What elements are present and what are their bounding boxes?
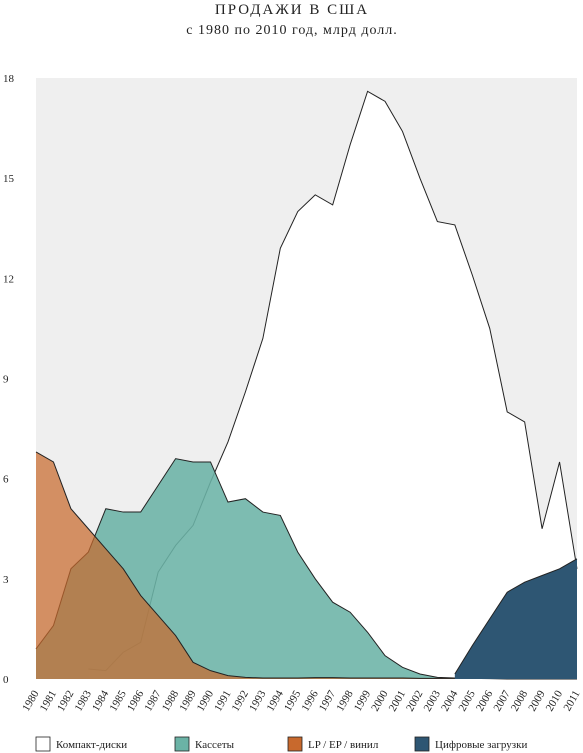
y-tick-label: 15: [3, 173, 15, 185]
x-tick-label: 1984: [90, 688, 112, 713]
x-tick-label: 2001: [387, 689, 408, 714]
x-tick-label: 2002: [404, 689, 425, 714]
y-tick-label: 9: [3, 374, 9, 386]
x-tick-label: 2000: [369, 688, 391, 713]
y-tick-label: 6: [3, 474, 9, 486]
x-tick-label: 1981: [38, 689, 59, 714]
x-tick-label: 2010: [544, 688, 566, 713]
x-tick-label: 1993: [247, 688, 269, 713]
legend-label: LP / EP / винил: [308, 739, 379, 751]
x-tick-label: 2006: [474, 688, 496, 713]
y-tick-label: 12: [3, 273, 14, 285]
legend-swatch: [35, 736, 51, 752]
x-tick-label: 1994: [265, 688, 287, 713]
x-tick-label: 1999: [352, 688, 374, 713]
legend-swatch: [287, 736, 303, 752]
x-tick-label: 1987: [142, 688, 164, 713]
x-tick-label: 1991: [212, 689, 233, 714]
area-fill: [454, 558, 577, 679]
x-tick-label: 2009: [526, 688, 548, 713]
x-tick-label: 2011: [561, 689, 582, 714]
legend-swatch: [174, 736, 190, 752]
x-tick-label: 1986: [125, 688, 147, 713]
y-tick-label: 18: [3, 73, 15, 85]
x-tick-label: 2003: [422, 688, 444, 713]
x-tick-label: 1980: [20, 688, 42, 713]
legend-label: Компакт-диски: [56, 739, 127, 751]
x-tick-label: 1988: [160, 688, 182, 713]
x-tick-label: 2008: [509, 688, 531, 713]
y-tick-label: 3: [3, 574, 9, 586]
legend-swatch: [414, 736, 430, 752]
x-tick-label: 1990: [195, 688, 217, 713]
legend-label: Кассеты: [195, 739, 235, 751]
area-line: [454, 558, 578, 675]
x-tick-label: 2005: [456, 688, 478, 713]
x-tick-label: 1985: [107, 688, 129, 713]
x-tick-label: 1982: [55, 689, 76, 714]
x-tick-label: 2004: [439, 688, 461, 713]
y-tick-label: 0: [3, 674, 9, 686]
x-tick-label: 1983: [73, 688, 95, 713]
chart-subtitle: с 1980 по 2010 год, млрд долл.: [186, 23, 398, 38]
x-tick-label: 2007: [491, 688, 513, 713]
area-fill: [36, 451, 577, 679]
area-fill: [36, 458, 577, 679]
x-tick-label: 1995: [282, 688, 304, 713]
chart-title: ПРОДАЖИ В США: [215, 2, 369, 18]
x-tick-label: 1989: [177, 688, 199, 713]
legend-label: Цифровые загрузки: [435, 739, 527, 751]
x-tick-label: 1992: [230, 689, 251, 714]
x-tick-label: 1997: [317, 688, 339, 713]
x-tick-label: 1998: [334, 688, 356, 713]
x-tick-label: 1996: [299, 688, 321, 713]
